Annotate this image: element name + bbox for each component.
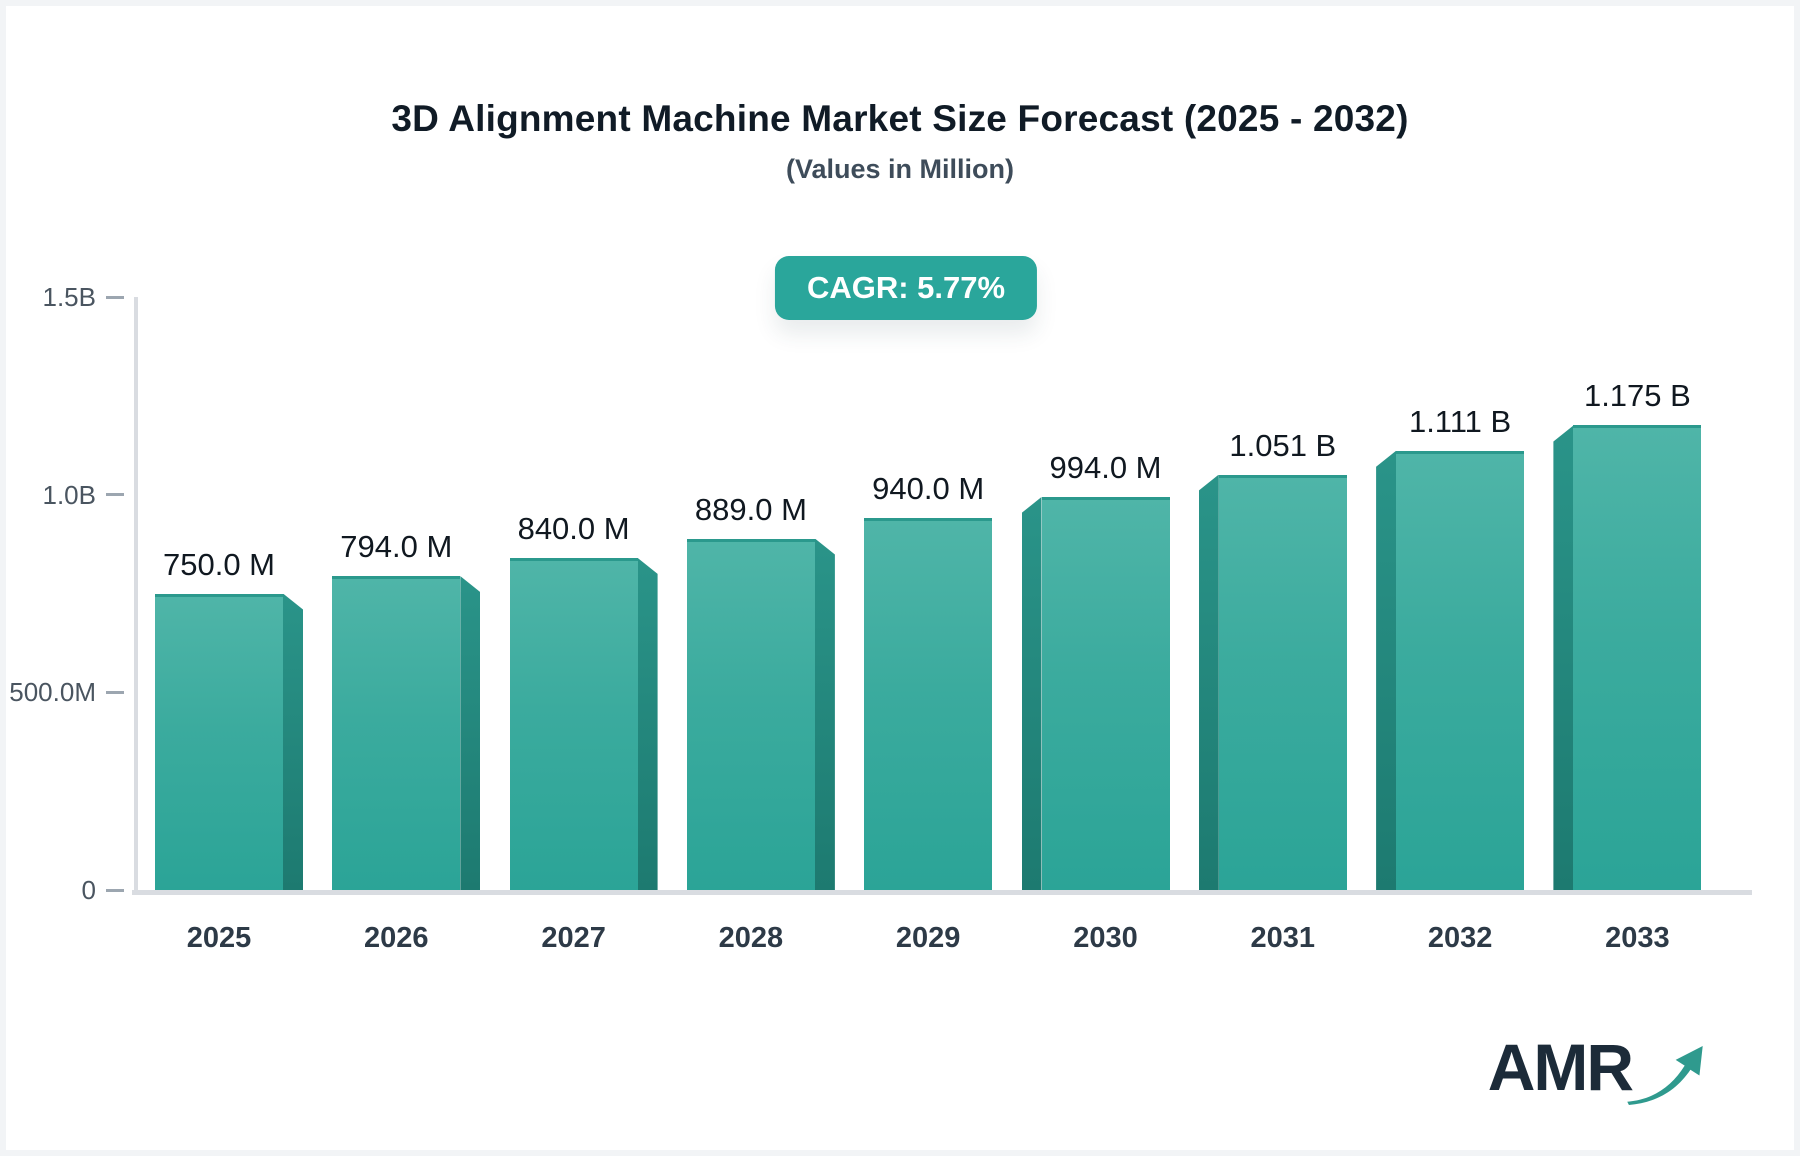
bar-2032-3d-side — [1376, 450, 1397, 890]
bar-value-label: 1.175 B — [1583, 378, 1691, 414]
y-tick — [106, 493, 124, 497]
bar-2033-3d-side — [1553, 425, 1574, 890]
x-tick-label-2033: 2033 — [1605, 922, 1670, 954]
y-tick — [106, 888, 124, 892]
x-tick-label-2025: 2025 — [186, 922, 252, 954]
y-tick — [106, 295, 124, 299]
cagr-badge[interactable]: CAGR: 5.77% — [774, 256, 1038, 320]
bar-value-label: 889.0 M — [694, 491, 807, 527]
bar-2027-3d-side — [637, 557, 658, 890]
y-tick-label: 500.0M — [9, 677, 96, 708]
y-tick-label: 0 — [81, 875, 96, 905]
y-tick-label: 1.0B — [42, 479, 97, 510]
y-axis-line — [134, 297, 138, 892]
trend-up-arrow-icon — [1624, 1036, 1706, 1115]
x-axis-baseline — [132, 890, 1752, 895]
bar-value-label: 1.111 B — [1408, 403, 1512, 439]
bar-2028[interactable] — [686, 538, 815, 890]
bar-2033[interactable] — [1573, 425, 1702, 890]
x-tick-label-2027: 2027 — [541, 922, 606, 954]
bar-2025[interactable] — [155, 593, 283, 890]
bar-2030[interactable] — [1041, 497, 1170, 890]
x-tick-label-2029: 2029 — [895, 922, 961, 954]
bar-value-label: 840.0 M — [517, 510, 630, 546]
bar-value-label: 1.051 B — [1229, 427, 1337, 463]
chart-subtitle: (Values in Million) — [785, 154, 1015, 184]
x-tick-label-2032: 2032 — [1427, 922, 1493, 954]
brand-logo-text: AMR — [1487, 1030, 1634, 1104]
x-tick-label-2030: 2030 — [1073, 922, 1138, 954]
bar-2026[interactable] — [332, 576, 461, 890]
bar-value-label: 794.0 M — [340, 529, 453, 565]
bar-2027[interactable] — [509, 557, 638, 890]
chart-card: 3D Alignment Machine Market Size Forecas… — [6, 6, 1794, 1150]
bar-2030-3d-side — [1021, 497, 1042, 890]
bar-2031[interactable] — [1218, 474, 1347, 890]
bar-2028-3d-side — [814, 538, 835, 890]
y-tick-label: 1.5B — [42, 282, 97, 312]
bar-value-label: 750.0 M — [162, 546, 275, 582]
chart-title: 3D Alignment Machine Market Size Forecas… — [391, 98, 1409, 139]
bar-2025-3d-side — [283, 593, 303, 890]
bar-2029[interactable] — [864, 518, 993, 890]
x-tick-label-2028: 2028 — [718, 922, 784, 954]
x-tick-label-2026: 2026 — [364, 922, 429, 954]
bar-value-label: 994.0 M — [1049, 450, 1162, 486]
bar-2031-3d-side — [1198, 474, 1219, 890]
bar-value-label: 940.0 M — [872, 471, 985, 507]
brand-logo: AMR — [1488, 1034, 1706, 1115]
bar-2032[interactable] — [1396, 450, 1525, 890]
bar-2026-3d-side — [460, 576, 481, 890]
x-tick-label-2031: 2031 — [1250, 922, 1316, 954]
y-tick — [106, 690, 124, 694]
